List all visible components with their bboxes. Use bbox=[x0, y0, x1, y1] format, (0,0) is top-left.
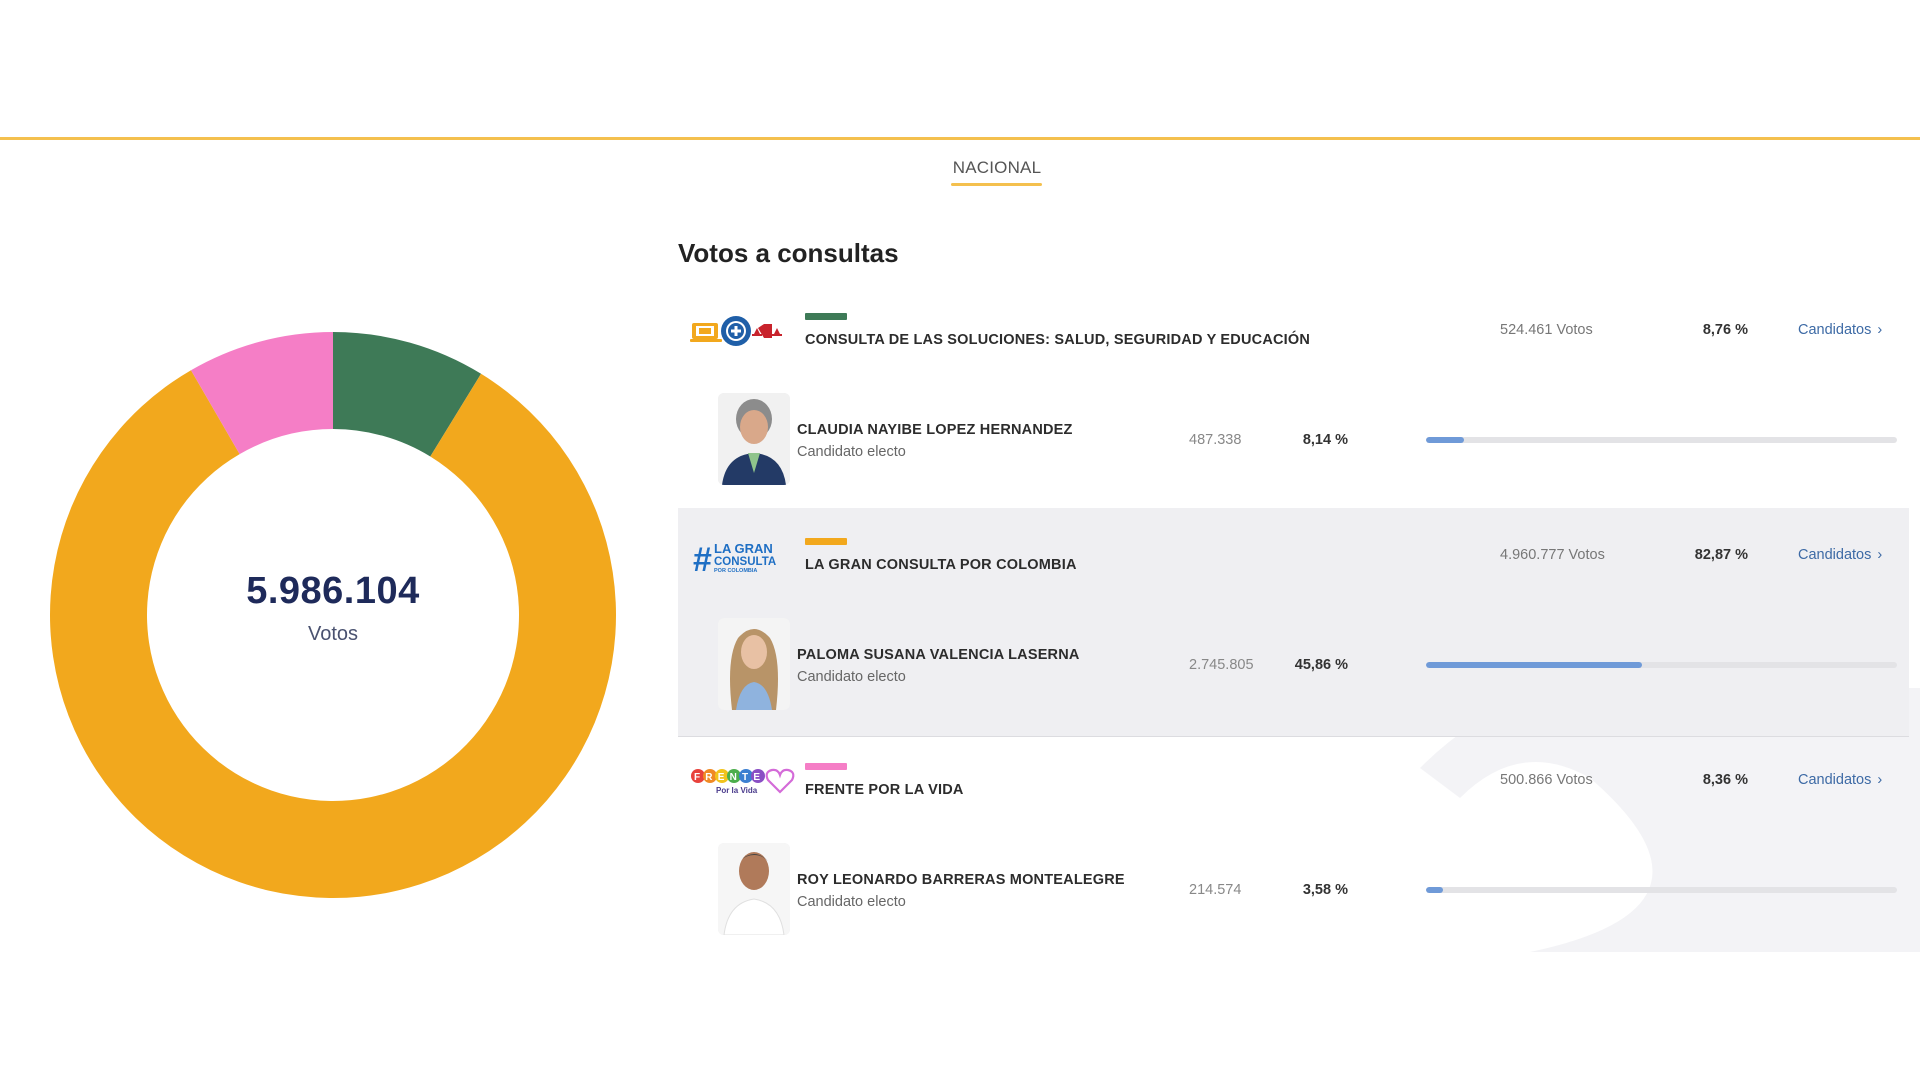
candidate-votes: 214.574 bbox=[1189, 882, 1242, 898]
candidatos-link-label: Candidatos bbox=[1798, 547, 1872, 563]
candidate-status: Candidato electo bbox=[797, 894, 906, 910]
highlighted-group-background bbox=[678, 508, 1909, 737]
chevron-right-icon: › bbox=[1877, 322, 1883, 338]
donut-center: 5.986.104 Votos bbox=[50, 332, 616, 898]
candidatos-link-label: Candidatos bbox=[1798, 322, 1872, 338]
group-header: FRENTE Por la Vida FRENTE POR LA VIDA 50… bbox=[678, 760, 1909, 810]
progress-fill bbox=[1426, 662, 1642, 668]
total-votes-label: Votos bbox=[307, 623, 359, 645]
group-color-bar bbox=[805, 538, 847, 545]
candidatos-link-label: Candidatos bbox=[1798, 772, 1872, 788]
group-color-bar bbox=[805, 763, 847, 770]
donut-segment[interactable] bbox=[190, 332, 333, 455]
candidate-photo bbox=[718, 393, 790, 485]
svg-text:Por la Vida: Por la Vida bbox=[716, 786, 758, 795]
tab-nacional[interactable]: NACIONAL bbox=[952, 158, 1042, 177]
candidate-row: ROY LEONARDO BARRERAS MONTEALEGRE Candid… bbox=[678, 843, 1909, 935]
candidate-photo bbox=[718, 618, 790, 710]
svg-text:#: # bbox=[693, 541, 712, 579]
votes-donut-chart: 5.986.104 Votos bbox=[50, 332, 616, 898]
candidate-percentage: 3,58 % bbox=[1302, 882, 1348, 898]
donut-segment[interactable] bbox=[50, 370, 616, 898]
progress-fill bbox=[1426, 887, 1443, 893]
frente-por-la-vida-logo: FRENTE Por la Vida bbox=[690, 764, 802, 800]
group-percentage: 8,76 % bbox=[1702, 322, 1748, 338]
chevron-right-icon: › bbox=[1877, 547, 1883, 563]
la-gran-consulta-logo: # LA GRAN CONSULTA POR COLOMBIA bbox=[690, 539, 802, 579]
candidate-percentage: 45,86 % bbox=[1294, 657, 1348, 673]
svg-text:CONSULTA: CONSULTA bbox=[714, 556, 776, 568]
donut-svg bbox=[50, 332, 616, 898]
logo-text: LA GRAN bbox=[714, 541, 773, 556]
group-name: FRENTE POR LA VIDA bbox=[805, 782, 964, 798]
group-color-bar bbox=[805, 313, 847, 320]
soluciones-logo bbox=[690, 314, 802, 350]
candidatos-link[interactable]: Candidatos › bbox=[1798, 322, 1882, 338]
candidate-status: Candidato electo bbox=[797, 669, 906, 685]
group-votes: 524.461 Votos bbox=[1500, 322, 1593, 338]
svg-text:POR COLOMBIA: POR COLOMBIA bbox=[714, 568, 757, 574]
candidate-status: Candidato electo bbox=[797, 444, 906, 460]
candidatos-link[interactable]: Candidatos › bbox=[1798, 772, 1882, 788]
group-votes: 4.960.777 Votos bbox=[1500, 547, 1605, 563]
total-votes: 5.986.104 bbox=[246, 570, 420, 612]
group-name: LA GRAN CONSULTA POR COLOMBIA bbox=[805, 557, 1077, 573]
progress-fill bbox=[1426, 437, 1465, 443]
candidate-name: ROY LEONARDO BARRERAS MONTEALEGRE bbox=[797, 872, 1125, 888]
tab-active-indicator bbox=[951, 183, 1042, 186]
group-name: CONSULTA DE LAS SOLUCIONES: SALUD, SEGUR… bbox=[805, 332, 1311, 348]
group-votes: 500.866 Votos bbox=[1500, 772, 1593, 788]
group-header: # LA GRAN CONSULTA POR COLOMBIA LA GRAN … bbox=[678, 535, 1909, 585]
chevron-right-icon: › bbox=[1877, 772, 1883, 788]
group-header: CONSULTA DE LAS SOLUCIONES: SALUD, SEGUR… bbox=[678, 310, 1909, 360]
candidatos-link[interactable]: Candidatos › bbox=[1798, 547, 1882, 563]
candidate-name: CLAUDIA NAYIBE LOPEZ HERNANDEZ bbox=[797, 422, 1073, 438]
candidate-progress-bar bbox=[1426, 887, 1897, 893]
candidate-percentage: 8,14 % bbox=[1302, 432, 1348, 448]
background-watermark bbox=[1400, 688, 1920, 952]
group-percentage: 8,36 % bbox=[1702, 772, 1748, 788]
candidate-progress-bar bbox=[1426, 437, 1897, 443]
group-percentage: 82,87 % bbox=[1694, 547, 1748, 563]
donut-segment[interactable] bbox=[333, 332, 482, 457]
candidate-row: CLAUDIA NAYIBE LOPEZ HERNANDEZ Candidato… bbox=[678, 393, 1909, 485]
svg-text:FRENTE: FRENTE bbox=[694, 772, 765, 783]
page-title: Votos a consultas bbox=[678, 238, 899, 268]
candidate-votes: 2.745.805 bbox=[1189, 657, 1254, 673]
header-divider bbox=[0, 137, 1920, 140]
candidate-row: PALOMA SUSANA VALENCIA LASERNA Candidato… bbox=[678, 618, 1909, 710]
candidate-progress-bar bbox=[1426, 662, 1897, 668]
candidate-name: PALOMA SUSANA VALENCIA LASERNA bbox=[797, 647, 1080, 663]
candidate-votes: 487.338 bbox=[1189, 432, 1242, 448]
candidate-photo bbox=[718, 843, 790, 935]
